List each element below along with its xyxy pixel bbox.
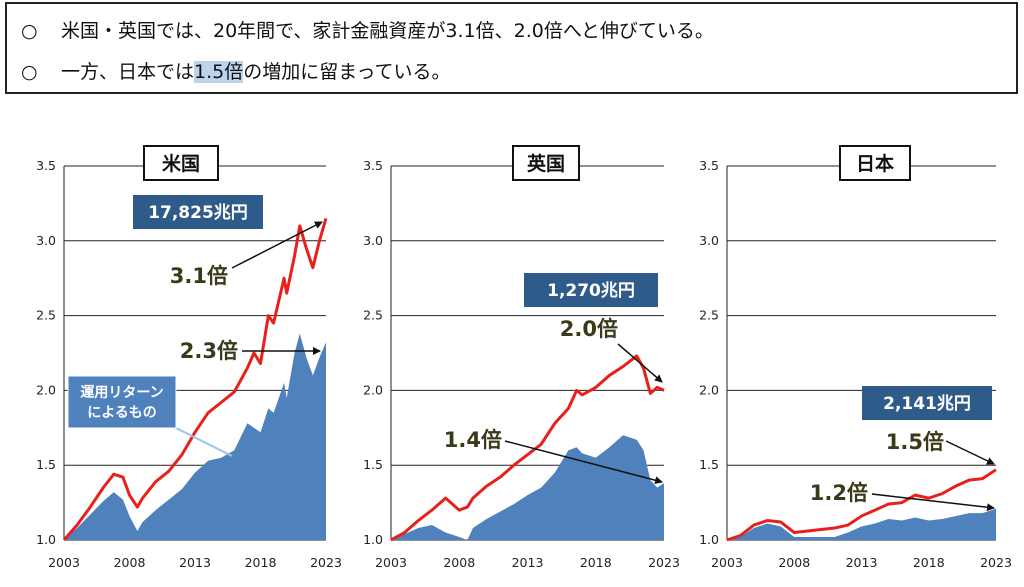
y-tick-label: 1.0: [363, 532, 383, 547]
returns-label-text: によるもの: [87, 405, 157, 421]
total-multiplier-arrow: [945, 440, 995, 465]
y-tick-label: 2.0: [363, 382, 383, 397]
bullet-text-2-pre: 一方、日本では: [61, 61, 195, 83]
amount-label: 17,825兆円: [148, 203, 248, 223]
x-tick-label: 2008: [443, 555, 475, 570]
y-tick-label: 1.5: [363, 457, 383, 472]
x-tick-label: 2018: [913, 555, 945, 570]
total-multiplier-label: 2.0倍: [560, 317, 618, 341]
chart-panel-2: 1.0 1.5 2.0 2.5 3.0 3.5 2003 2008 2013 2018 2023 日本…: [699, 145, 1012, 570]
chart-panel-0: 1.0 1.5 2.0 2.5 3.0 3.5 2003 2008 2013 2018 2023 米国…: [36, 145, 342, 570]
y-tick-label: 3.5: [36, 158, 56, 173]
x-tick-label: 2023: [648, 555, 680, 570]
total-multiplier-label: 1.5倍: [886, 430, 944, 454]
summary-box: ○ 米国・英国では、20年間で、家計金融資産が3.1倍、2.0倍へと伸びている。 …: [5, 2, 1018, 94]
total-assets-line-series: [62, 217, 328, 541]
panel-title: 米国: [162, 152, 200, 175]
y-tick-label: 2.5: [699, 308, 719, 323]
x-tick-label: 2023: [310, 555, 342, 570]
returns-area-series: [391, 435, 664, 540]
returns-area-series: [727, 508, 996, 540]
x-tick-label: 2003: [711, 555, 743, 570]
panel-title: 英国: [527, 152, 565, 175]
y-tick-label: 1.0: [36, 532, 56, 547]
panel-title-box: [143, 145, 219, 181]
amount-label-box: [524, 273, 658, 307]
bullet-marker-2: ○: [21, 61, 38, 83]
panel-title-box: [512, 145, 580, 181]
x-tick-label: 2023: [980, 555, 1012, 570]
total-multiplier-label: 3.1倍: [170, 264, 228, 288]
x-tick-label: 2003: [48, 555, 80, 570]
amount-label-box: [862, 386, 992, 420]
amount-label: 1,270兆円: [547, 281, 635, 301]
returns-multiplier-label: 2.3倍: [180, 339, 238, 363]
y-tick-label: 1.0: [699, 532, 719, 547]
bullet-text-2-post: の増加に留まっている。: [243, 61, 451, 83]
bullet-text-1: 米国・英国では、20年間で、家計金融資産が3.1倍、2.0倍へと伸びている。: [61, 20, 714, 42]
y-tick-label: 3.5: [363, 158, 383, 173]
y-tick-label: 3.0: [363, 233, 383, 248]
x-tick-label: 2013: [846, 555, 878, 570]
returns-label-text: 運用リターン: [80, 385, 163, 401]
x-tick-label: 2013: [512, 555, 544, 570]
panel-title: 日本: [856, 152, 894, 175]
x-tick-label: 2013: [179, 555, 211, 570]
total-assets-line-series: [390, 354, 665, 542]
returns-area-series: [64, 333, 326, 540]
y-tick-label: 1.5: [36, 457, 56, 472]
y-tick-label: 3.0: [699, 233, 719, 248]
bullet-line-2: ○ 一方、日本では1.5倍の増加に留まっている。: [21, 57, 451, 84]
bullet-text-2-highlight: 1.5倍: [194, 61, 244, 83]
x-tick-label: 2008: [114, 555, 146, 570]
amount-label-box: [133, 195, 263, 229]
amount-label: 2,141兆円: [883, 394, 971, 414]
y-tick-label: 1.5: [699, 457, 719, 472]
x-tick-label: 2003: [375, 555, 407, 570]
y-tick-label: 2.0: [699, 382, 719, 397]
total-multiplier-arrow: [617, 343, 663, 383]
y-tick-label: 2.5: [36, 308, 56, 323]
panel-title-box: [839, 145, 911, 181]
chart-panel-1: 1.0 1.5 2.0 2.5 3.0 3.5 2003 2008 2013 2018 2023 英国…: [363, 145, 680, 570]
y-tick-label: 2.5: [363, 308, 383, 323]
y-tick-label: 2.0: [36, 382, 56, 397]
returns-multiplier-arrow: [871, 493, 995, 512]
y-tick-label: 3.0: [36, 233, 56, 248]
bullet-marker-1: ○: [21, 20, 38, 42]
x-tick-label: 2018: [580, 555, 612, 570]
x-tick-label: 2008: [778, 555, 810, 570]
returns-multiplier-label: 1.4倍: [444, 428, 502, 452]
y-tick-label: 3.5: [699, 158, 719, 173]
bullet-line-1: ○ 米国・英国では、20年間で、家計金融資産が3.1倍、2.0倍へと伸びている。: [21, 16, 714, 43]
x-tick-label: 2018: [245, 555, 277, 570]
returns-multiplier-label: 1.2倍: [810, 481, 868, 505]
total-assets-line-series: [726, 468, 997, 542]
returns-multiplier-arrow: [504, 440, 663, 485]
returns-label-box: [67, 375, 177, 429]
total-multiplier-arrow: [231, 221, 323, 269]
